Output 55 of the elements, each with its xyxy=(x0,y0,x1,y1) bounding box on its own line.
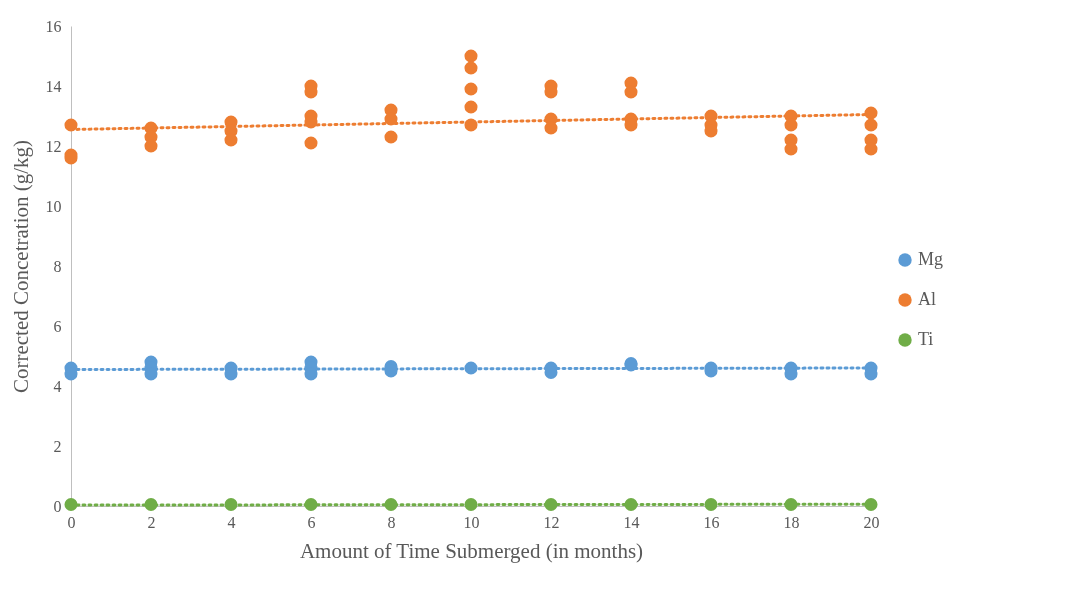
point xyxy=(384,497,398,512)
point xyxy=(144,497,158,512)
x-tick-label: 18 xyxy=(783,513,800,531)
y-tick-label: 4 xyxy=(53,377,62,395)
x-tick-label: 8 xyxy=(387,513,396,531)
point xyxy=(464,118,478,132)
point xyxy=(864,497,878,512)
point xyxy=(464,61,478,75)
y-tick-label: 8 xyxy=(53,257,62,275)
y-tick-label: 16 xyxy=(45,17,62,35)
point xyxy=(304,497,318,512)
point xyxy=(224,133,238,147)
point xyxy=(144,139,158,153)
point xyxy=(304,136,318,150)
y-tick-label: 6 xyxy=(53,317,62,335)
y-tick-label: 2 xyxy=(53,437,62,455)
point xyxy=(624,497,638,512)
x-tick-label: 0 xyxy=(67,513,76,531)
x-tick-label: 6 xyxy=(307,513,316,531)
point xyxy=(384,112,398,126)
y-tick-label: 10 xyxy=(45,197,62,215)
x-tick-label: 16 xyxy=(703,513,720,531)
point xyxy=(464,49,478,63)
point xyxy=(224,497,238,512)
point xyxy=(384,130,398,144)
y-tick-label: 12 xyxy=(45,137,62,155)
y-tick-label: 0 xyxy=(53,497,62,515)
point xyxy=(624,85,638,99)
point xyxy=(464,361,478,375)
point xyxy=(64,118,78,132)
x-tick-label: 4 xyxy=(227,513,236,531)
x-axis-title: Amount of Time Submerged (in months) xyxy=(299,538,644,563)
x-tick-label: 10 xyxy=(463,513,480,531)
y-tick-label: 14 xyxy=(45,77,62,95)
point xyxy=(784,142,798,156)
point xyxy=(864,118,878,132)
point xyxy=(784,118,798,132)
point xyxy=(64,497,78,512)
point xyxy=(544,497,558,512)
point xyxy=(464,82,478,96)
x-tick-label: 12 xyxy=(543,513,560,531)
point xyxy=(704,497,718,512)
legend-label: Al xyxy=(918,289,936,309)
legend-label: Ti xyxy=(918,329,934,349)
point xyxy=(544,121,558,135)
point xyxy=(464,497,478,512)
point xyxy=(464,100,478,114)
point xyxy=(864,142,878,156)
point xyxy=(864,106,878,120)
x-tick-label: 14 xyxy=(623,513,640,531)
x-tick-label: 20 xyxy=(863,513,880,531)
x-tick-label: 2 xyxy=(147,513,156,531)
y-axis-title: Corrected Concetration (g/kg) xyxy=(8,139,33,394)
legend-label: Mg xyxy=(918,249,944,269)
point xyxy=(784,497,798,512)
